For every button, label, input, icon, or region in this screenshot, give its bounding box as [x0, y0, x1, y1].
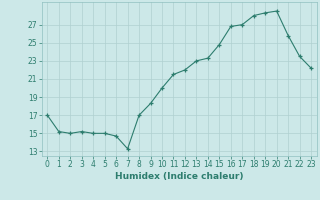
X-axis label: Humidex (Indice chaleur): Humidex (Indice chaleur) — [115, 172, 244, 181]
